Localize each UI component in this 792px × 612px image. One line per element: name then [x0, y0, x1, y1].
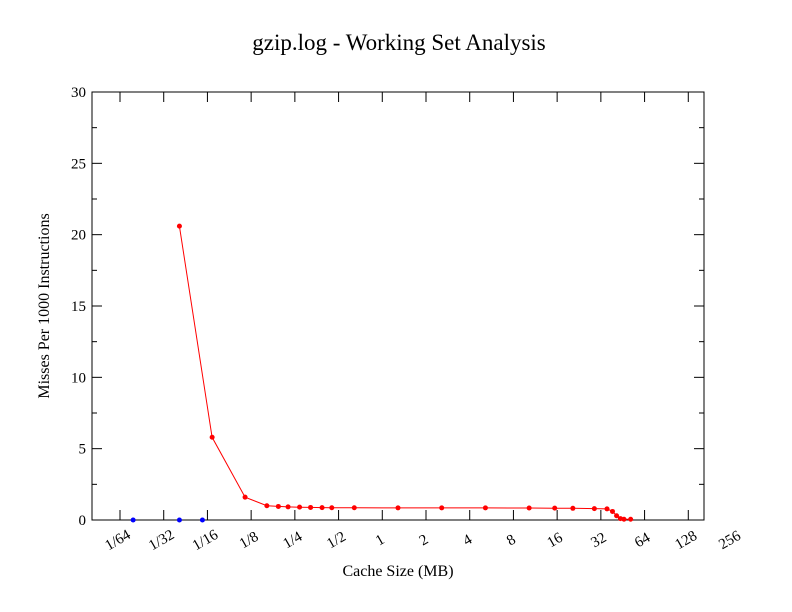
series-layer [130, 223, 634, 523]
x-tick-label: 1/2 [324, 529, 349, 552]
data-point [176, 223, 182, 229]
data-point [614, 513, 620, 519]
y-tick-label: 20 [71, 228, 86, 244]
x-axis-ticks: 1/64 1/32 1/16 1/8 1/4 1/2 1 2 4 8 16 32 64 128 256 [102, 92, 744, 554]
y-tick-label: 30 [71, 85, 86, 101]
data-point [329, 505, 335, 511]
data-point [570, 505, 576, 511]
x-tick-label: 1/4 [281, 529, 306, 553]
data-point [275, 503, 281, 509]
x-tick-label: 1/32 [146, 527, 177, 554]
data-point [552, 505, 558, 511]
data-point [209, 434, 215, 440]
data-point [628, 516, 634, 522]
y-axis-label: Misses Per 1000 Instructions [36, 213, 53, 398]
x-axis-label: Cache Size (MB) [342, 563, 453, 580]
data-point [610, 508, 616, 514]
data-point [621, 516, 627, 522]
data-point [604, 506, 610, 512]
data-point [199, 517, 205, 523]
data-point [351, 505, 357, 511]
x-tick-label: 16 [545, 530, 566, 552]
data-point [242, 494, 248, 500]
series-line [178, 226, 631, 520]
y-tick-label: 0 [79, 513, 87, 529]
y-tick-label: 5 [79, 442, 87, 458]
y-axis-ticks: 0 5 10 15 20 25 30 [71, 85, 704, 529]
x-tick-label: 2 [417, 532, 431, 550]
data-point [285, 504, 291, 510]
y-tick-label: 15 [71, 299, 86, 315]
chart-title: gzip.log - Working Set Analysis [252, 30, 546, 55]
y-tick-label: 25 [71, 156, 86, 172]
data-point [308, 504, 314, 510]
data-point [591, 506, 597, 512]
x-tick-label: 8 [504, 532, 518, 550]
x-tick-label: 64 [632, 530, 653, 552]
data-point [395, 505, 401, 511]
x-tick-label: 1/8 [237, 529, 262, 552]
data-point [526, 505, 532, 511]
x-tick-label: 128 [673, 528, 700, 553]
data-point [264, 503, 270, 509]
x-tick-label: 32 [588, 530, 609, 551]
x-tick-label: 1/16 [190, 527, 222, 554]
data-point [297, 504, 303, 510]
x-tick-label: 4 [460, 531, 475, 549]
data-point [130, 517, 136, 523]
x-tick-label: 256 [716, 528, 744, 553]
data-point [176, 517, 182, 523]
x-tick-label: 1 [373, 532, 387, 550]
data-point [439, 505, 445, 511]
data-point [482, 505, 488, 511]
plot-frame [91, 91, 705, 521]
y-tick-label: 10 [71, 370, 86, 386]
x-tick-label: 1/64 [102, 527, 134, 554]
data-point [319, 505, 325, 511]
